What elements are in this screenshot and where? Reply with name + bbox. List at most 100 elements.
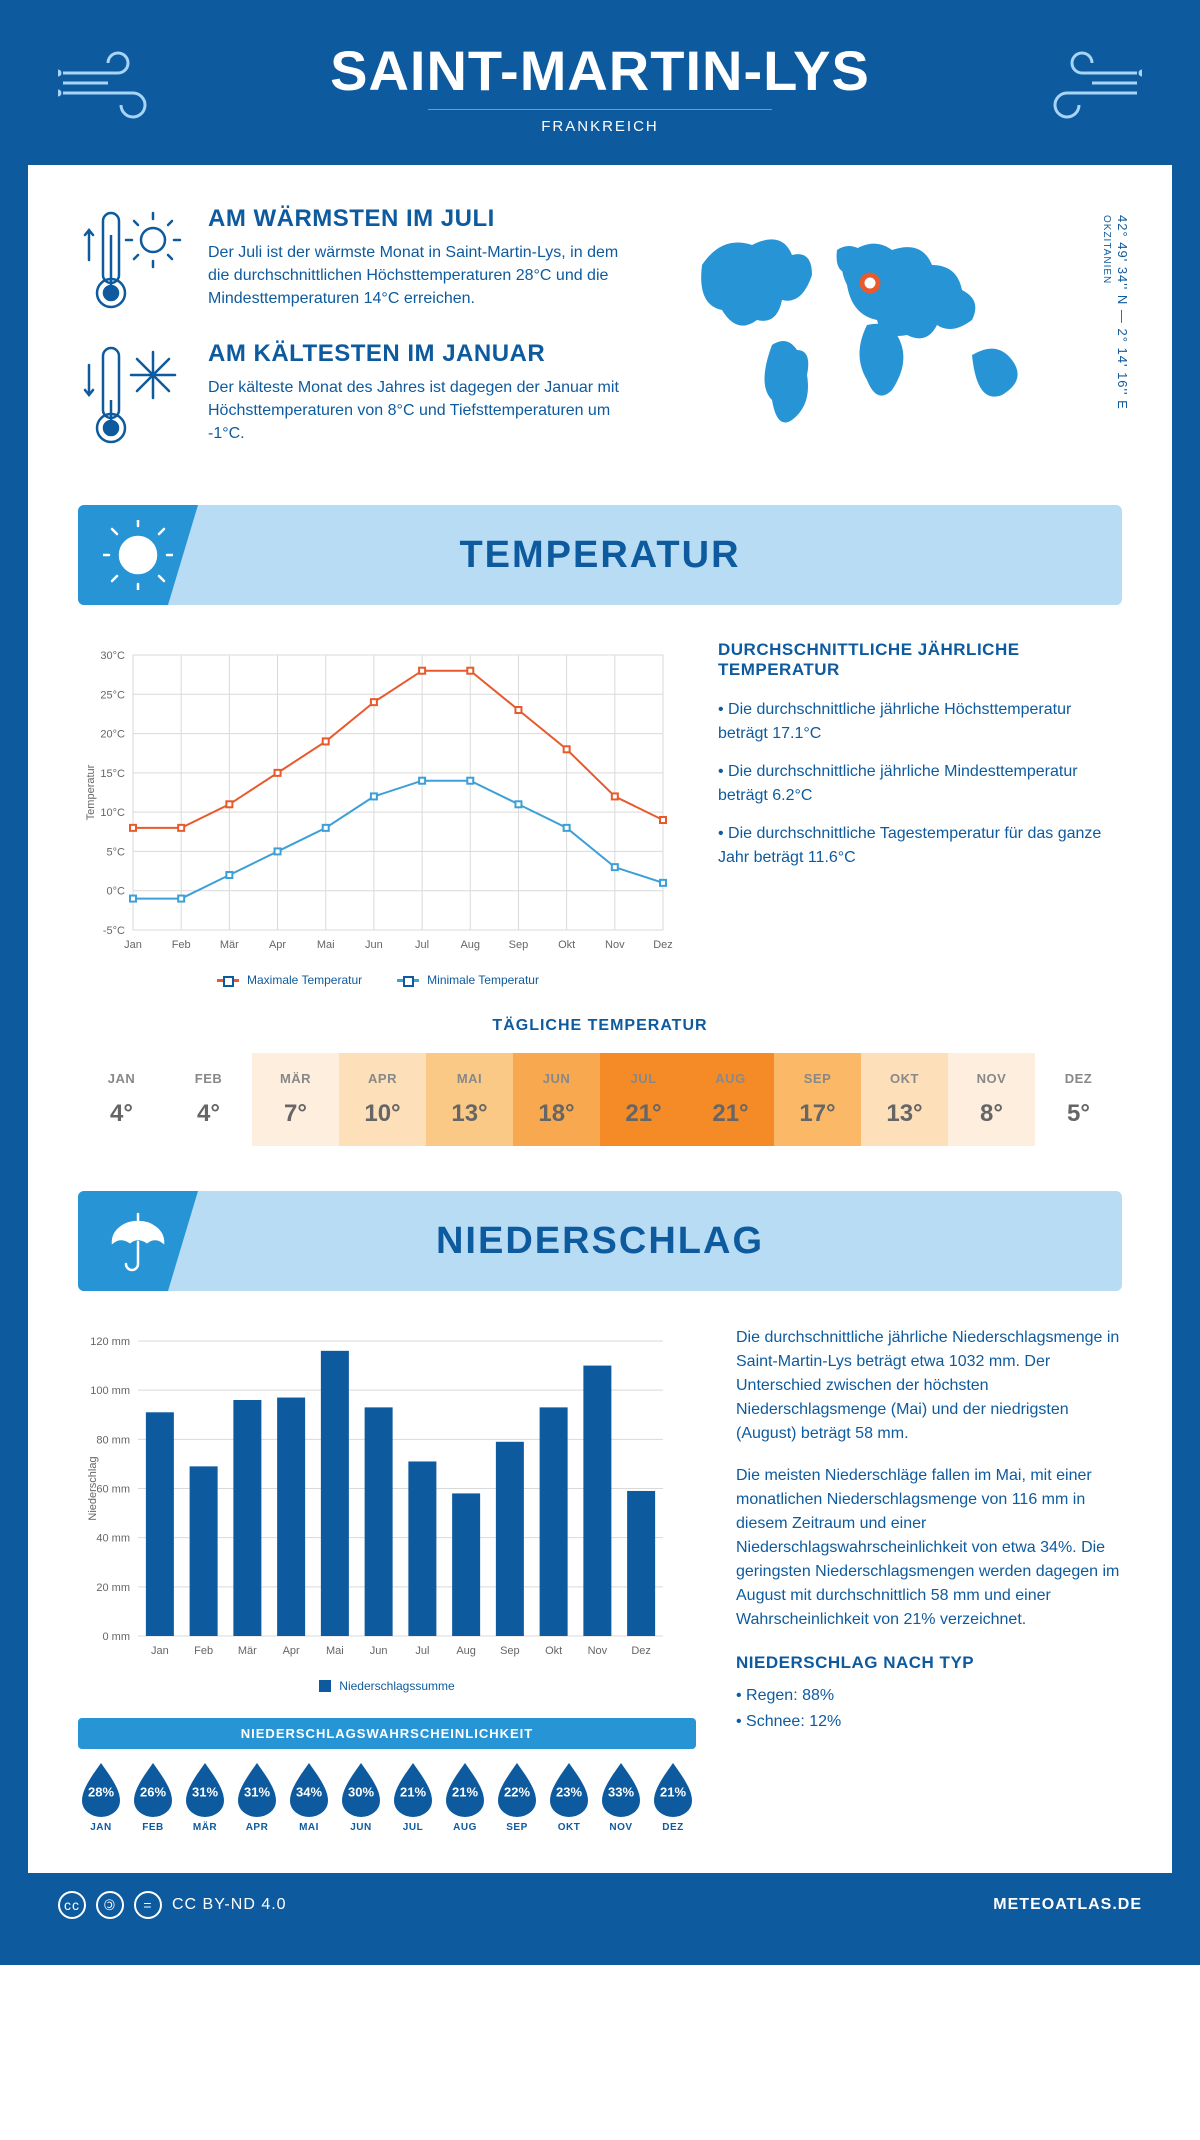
precip-chart-legend: Niederschlagssumme bbox=[78, 1679, 696, 1693]
svg-text:10°C: 10°C bbox=[100, 807, 125, 819]
probability-drop: 30%JUN bbox=[338, 1761, 384, 1833]
warmest-title: AM WÄRMSTEN IM JULI bbox=[208, 205, 632, 233]
svg-text:Nov: Nov bbox=[605, 939, 625, 951]
daily-cell: NOV8° bbox=[948, 1053, 1035, 1146]
world-map: OKZITANIEN 42° 49' 34'' N — 2° 14' 16'' … bbox=[672, 205, 1122, 475]
svg-text:0°C: 0°C bbox=[107, 886, 126, 898]
daily-cell: MAI13° bbox=[426, 1053, 513, 1146]
coldest-block: AM KÄLTESTEN IM JANUAR Der kälteste Mona… bbox=[78, 340, 632, 450]
daily-cell: FEB4° bbox=[165, 1053, 252, 1146]
warmest-block: AM WÄRMSTEN IM JULI Der Juli ist der wär… bbox=[78, 205, 632, 315]
thermometer-hot-icon bbox=[78, 205, 188, 315]
wind-icon-right bbox=[1022, 48, 1142, 128]
daily-cell: JAN4° bbox=[78, 1053, 165, 1146]
precipitation-probability: NIEDERSCHLAGSWAHRSCHEINLICHKEIT 28%JAN26… bbox=[78, 1718, 696, 1833]
temperature-title: TEMPERATUR bbox=[459, 534, 740, 577]
temperature-summary: DURCHSCHNITTLICHE JÄHRLICHE TEMPERATUR •… bbox=[718, 640, 1122, 987]
cc-icon: cc bbox=[58, 1891, 86, 1919]
probability-drop: 23%OKT bbox=[546, 1761, 592, 1833]
umbrella-icon bbox=[103, 1206, 173, 1276]
header: SAINT-MARTIN-LYS FRANKREICH bbox=[28, 28, 1172, 165]
nd-icon: = bbox=[134, 1891, 162, 1919]
page-title: SAINT-MARTIN-LYS bbox=[28, 38, 1172, 103]
region-label: OKZITANIEN bbox=[1101, 215, 1112, 284]
precipitation-title: NIEDERSCHLAG bbox=[436, 1220, 764, 1263]
svg-text:20°C: 20°C bbox=[100, 729, 125, 741]
svg-text:Dez: Dez bbox=[631, 1645, 651, 1657]
svg-text:100 mm: 100 mm bbox=[90, 1385, 130, 1397]
svg-text:Okt: Okt bbox=[558, 939, 575, 951]
svg-text:Jan: Jan bbox=[124, 939, 142, 951]
country-label: FRANKREICH bbox=[28, 118, 1172, 135]
footer: cc 🄯 = CC BY-ND 4.0 METEOATLAS.DE bbox=[28, 1873, 1172, 1937]
svg-text:Okt: Okt bbox=[545, 1645, 562, 1657]
precipitation-section-header: NIEDERSCHLAG bbox=[78, 1191, 1122, 1291]
svg-text:Aug: Aug bbox=[456, 1645, 476, 1657]
probability-drop: 31%MÄR bbox=[182, 1761, 228, 1833]
probability-drop: 34%MAI bbox=[286, 1761, 332, 1833]
svg-text:Feb: Feb bbox=[194, 1645, 213, 1657]
svg-text:Jun: Jun bbox=[370, 1645, 388, 1657]
precipitation-summary: Die durchschnittliche jährliche Niedersc… bbox=[736, 1326, 1122, 1833]
svg-text:Aug: Aug bbox=[460, 939, 480, 951]
svg-text:0 mm: 0 mm bbox=[103, 1631, 131, 1643]
daily-temperature: TÄGLICHE TEMPERATUR JAN4°FEB4°MÄR7°APR10… bbox=[78, 1017, 1122, 1146]
site-label: METEOATLAS.DE bbox=[993, 1896, 1142, 1914]
svg-text:Mai: Mai bbox=[317, 939, 335, 951]
svg-text:Mai: Mai bbox=[326, 1645, 344, 1657]
daily-cell: MÄR7° bbox=[252, 1053, 339, 1146]
coordinates-label: 42° 49' 34'' N — 2° 14' 16'' E bbox=[1115, 215, 1130, 410]
svg-text:40 mm: 40 mm bbox=[96, 1533, 130, 1545]
temperature-chart: -5°C0°C5°C10°C15°C20°C25°C30°CJanFebMärA… bbox=[78, 640, 678, 987]
svg-text:20 mm: 20 mm bbox=[96, 1582, 130, 1594]
svg-text:80 mm: 80 mm bbox=[96, 1434, 130, 1446]
probability-drop: 21%AUG bbox=[442, 1761, 488, 1833]
svg-text:Mär: Mär bbox=[238, 1645, 257, 1657]
svg-text:25°C: 25°C bbox=[100, 689, 125, 701]
coldest-title: AM KÄLTESTEN IM JANUAR bbox=[208, 340, 632, 368]
info-row: AM WÄRMSTEN IM JULI Der Juli ist der wär… bbox=[78, 205, 1122, 475]
svg-text:Apr: Apr bbox=[283, 1645, 300, 1657]
svg-text:Apr: Apr bbox=[269, 939, 286, 951]
svg-text:Dez: Dez bbox=[653, 939, 673, 951]
probability-drop: 21%JUL bbox=[390, 1761, 436, 1833]
svg-text:Nov: Nov bbox=[588, 1645, 608, 1657]
svg-text:60 mm: 60 mm bbox=[96, 1484, 130, 1496]
probability-drop: 21%DEZ bbox=[650, 1761, 696, 1833]
daily-cell: JUN18° bbox=[513, 1053, 600, 1146]
license-label: CC BY-ND 4.0 bbox=[172, 1896, 287, 1914]
svg-text:120 mm: 120 mm bbox=[90, 1336, 130, 1348]
svg-text:Feb: Feb bbox=[172, 939, 191, 951]
coldest-text: Der kälteste Monat des Jahres ist dagege… bbox=[208, 376, 632, 446]
probability-drop: 22%SEP bbox=[494, 1761, 540, 1833]
svg-text:Mär: Mär bbox=[220, 939, 239, 951]
svg-text:30°C: 30°C bbox=[100, 650, 125, 662]
precipitation-chart: 0 mm 20 mm 40 mm 60 mm 80 mm 100 mm 120 mm Jan F… bbox=[78, 1326, 696, 1693]
thermometer-cold-icon bbox=[78, 340, 188, 450]
sun-icon bbox=[103, 520, 173, 590]
wind-icon-left bbox=[58, 48, 178, 128]
probability-drop: 31%APR bbox=[234, 1761, 280, 1833]
svg-text:Niederschlag: Niederschlag bbox=[87, 1456, 99, 1520]
svg-text:5°C: 5°C bbox=[107, 846, 126, 858]
svg-text:Temperatur: Temperatur bbox=[85, 764, 97, 820]
daily-cell: AUG21° bbox=[687, 1053, 774, 1146]
probability-drop: 28%JAN bbox=[78, 1761, 124, 1833]
daily-cell: SEP17° bbox=[774, 1053, 861, 1146]
svg-text:Jan: Jan bbox=[151, 1645, 169, 1657]
svg-text:Sep: Sep bbox=[500, 1645, 520, 1657]
daily-cell: DEZ5° bbox=[1035, 1053, 1122, 1146]
temperature-section-header: TEMPERATUR bbox=[78, 505, 1122, 605]
daily-cell: JUL21° bbox=[600, 1053, 687, 1146]
svg-text:Jun: Jun bbox=[365, 939, 383, 951]
by-icon: 🄯 bbox=[96, 1891, 124, 1919]
temp-chart-legend: .sw:after{border-color:inherit}Maximale … bbox=[78, 973, 678, 987]
svg-text:Sep: Sep bbox=[509, 939, 529, 951]
warmest-text: Der Juli ist der wärmste Monat in Saint-… bbox=[208, 241, 632, 311]
daily-cell: OKT13° bbox=[861, 1053, 948, 1146]
svg-text:Jul: Jul bbox=[415, 1645, 429, 1657]
daily-cell: APR10° bbox=[339, 1053, 426, 1146]
svg-text:Jul: Jul bbox=[415, 939, 429, 951]
svg-text:15°C: 15°C bbox=[100, 768, 125, 780]
probability-drop: 33%NOV bbox=[598, 1761, 644, 1833]
